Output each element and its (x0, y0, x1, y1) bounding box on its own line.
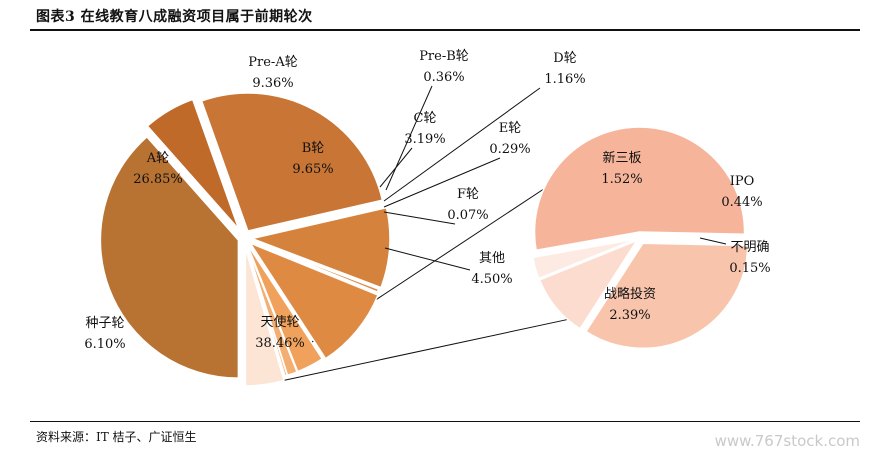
slice-other (244, 247, 285, 387)
slice-angel (99, 135, 240, 379)
leader-line-f-round (383, 211, 456, 225)
slice-value-ipo: 0.44% (721, 195, 762, 210)
slice-c-round (246, 242, 324, 373)
slice-value-strategic: 2.39% (609, 308, 650, 323)
slice-label-a-round: A轮 (146, 151, 169, 166)
secondary-pie (531, 126, 749, 350)
slice-value-unclear: 0.15% (729, 261, 770, 276)
source-note: 资料来源：IT 桔子、广证恒生 (36, 430, 197, 444)
leader-line-c-round (379, 147, 413, 188)
slice-value-pre-a: 9.36% (252, 76, 293, 91)
slice-value-e-round: 0.29% (489, 142, 530, 157)
slice-value-neeq: 1.52% (601, 172, 642, 187)
slice-label-neeq: 新三板 (602, 150, 641, 166)
slice-f-round (244, 243, 286, 378)
slice-label-f-round: F轮 (457, 187, 479, 202)
slice-neeq (584, 242, 749, 350)
slice-label-d-round: D轮 (553, 51, 576, 66)
watermark: www.767stock.com (714, 432, 860, 450)
slice-label-seed: 种子轮 (85, 316, 124, 331)
slice-value-angel: 38.46% (255, 336, 305, 351)
leader-lines (379, 85, 727, 271)
slice-value-d-round: 1.16% (544, 72, 585, 87)
slice-label-ipo: IPO (730, 174, 755, 189)
leader-line-unclear (699, 237, 727, 245)
slice-label-other: 其他 (479, 251, 505, 266)
slice-label-strategic: 战略投资 (604, 286, 656, 302)
chart-title: 图表3 在线教育八成融资项目属于前期轮次 (36, 9, 313, 25)
slice-label-unclear: 不明确 (730, 240, 769, 255)
slice-value-pre-b: 0.36% (423, 70, 464, 85)
slice-pre-b (249, 239, 380, 294)
slice-label-angel: 天使轮 (260, 314, 299, 330)
slice-value-other: 4.50% (471, 272, 512, 287)
slice-pre-a (249, 206, 391, 289)
slice-a-round (200, 92, 384, 232)
leader-line-pre-b (385, 85, 433, 191)
bottom-rule (30, 421, 860, 422)
slice-strategic (533, 126, 746, 252)
slice-label-e-round: E轮 (499, 121, 522, 136)
slice-b-round (248, 241, 380, 360)
slice-unclear (531, 238, 637, 280)
slice-value-a-round: 26.85% (133, 172, 183, 187)
slice-value-seed: 6.10% (84, 337, 125, 352)
slice-label-c-round: C轮 (414, 111, 437, 126)
slice-seed (146, 98, 240, 230)
slice-labels: 天使轮 38.46% 种子轮 6.10% A轮 26.85% Pre-A轮 9.36% Pre-… (84, 49, 770, 352)
slice-label-pre-a: Pre-A轮 (248, 55, 297, 70)
leader-line-other (384, 247, 471, 271)
slice-value-c-round: 3.19% (404, 132, 445, 147)
slice-value-f-round: 0.07% (447, 208, 488, 223)
top-rule (30, 29, 860, 31)
slice-label-pre-b: Pre-B轮 (419, 49, 469, 64)
slice-label-b-round: B轮 (302, 141, 325, 156)
slice-ipo (538, 238, 639, 330)
slice-value-b-round: 9.65% (292, 162, 333, 177)
connector-line-bottom (283, 317, 573, 381)
leader-line-d-round (383, 87, 541, 202)
leader-line-e-round (383, 157, 501, 208)
main-pie (99, 92, 391, 387)
